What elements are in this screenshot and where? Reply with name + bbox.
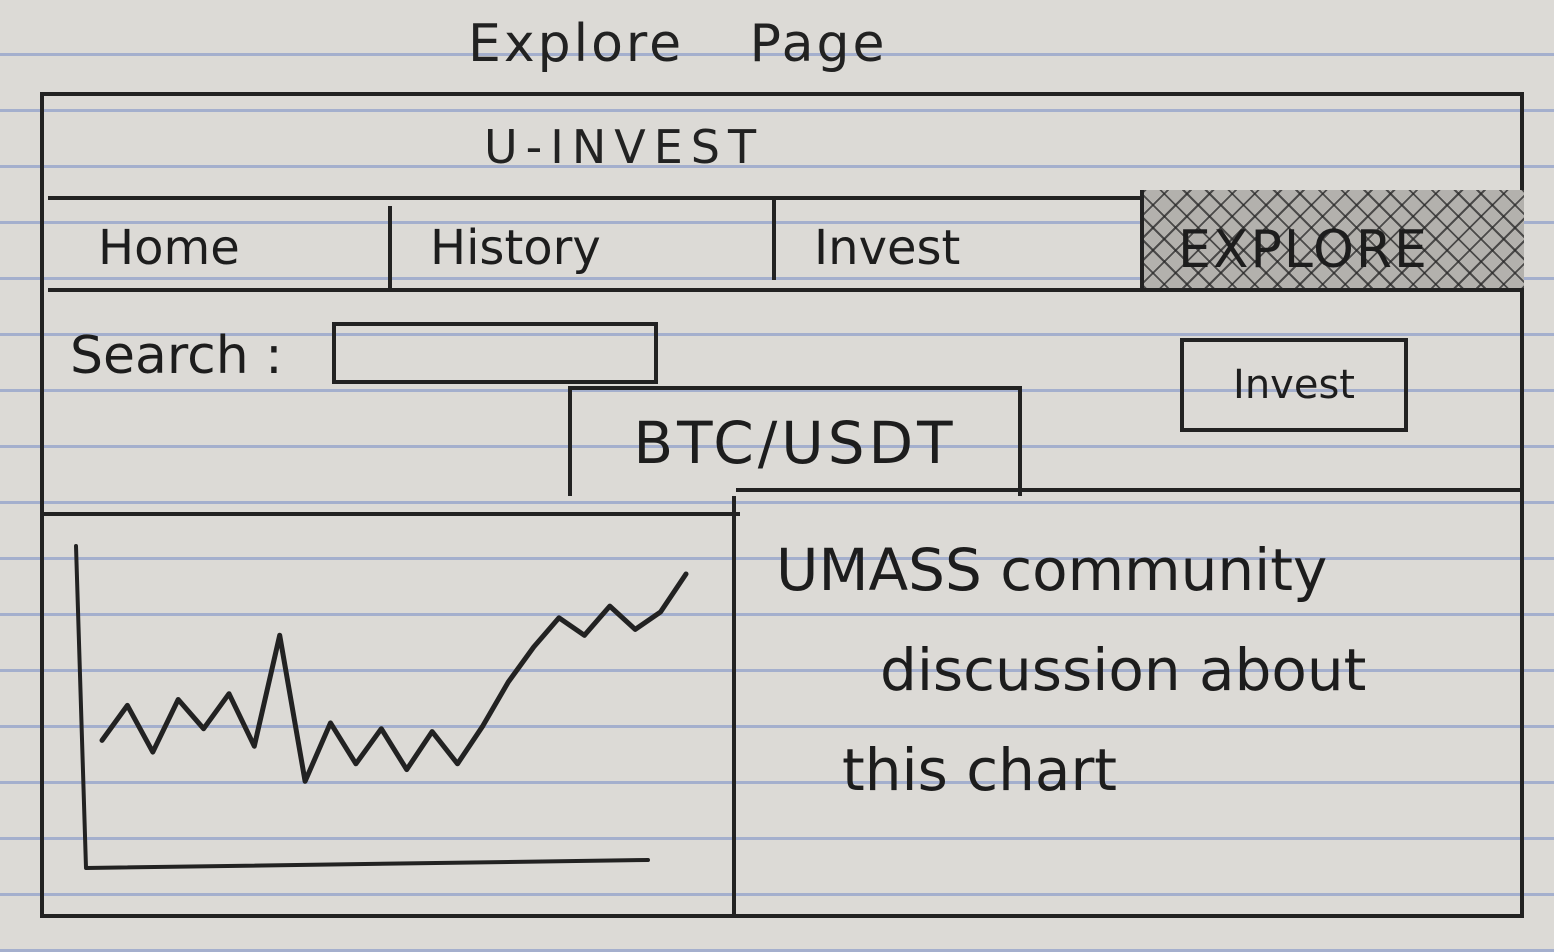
nav-divider [388,206,392,292]
app-window [40,92,1524,918]
panel-divider [732,496,736,918]
search-input[interactable] [332,322,658,384]
header-divider [48,196,1524,200]
invest-button[interactable]: Invest [1180,338,1408,432]
app-title: U-INVEST [484,120,765,174]
page-caption: Explore Page [468,14,888,74]
chart-axes [74,544,650,870]
nav-divider [772,200,776,280]
pair-tab-btc-usdt[interactable]: BTC/USDT [568,386,1022,496]
tab-explore[interactable]: EXPLORE [1178,220,1429,280]
nav-divider [1140,190,1144,288]
tab-history[interactable]: History [430,220,601,276]
price-line [99,571,689,784]
price-chart [74,544,689,870]
nav-active-highlight [1144,190,1524,288]
discussion-line-1: UMASS community [776,536,1328,604]
discussion-line-2: discussion about [880,636,1367,704]
search-label: Search : [70,326,283,386]
community-discussion: UMASS community discussion about this ch… [776,520,1496,820]
tab-invest[interactable]: Invest [814,220,961,276]
content-divider-left [40,512,740,516]
tab-home[interactable]: Home [98,220,240,276]
discussion-line-3: this chart [842,736,1118,804]
content-divider-right [736,488,1524,492]
nav-divider-bottom [48,288,1524,292]
